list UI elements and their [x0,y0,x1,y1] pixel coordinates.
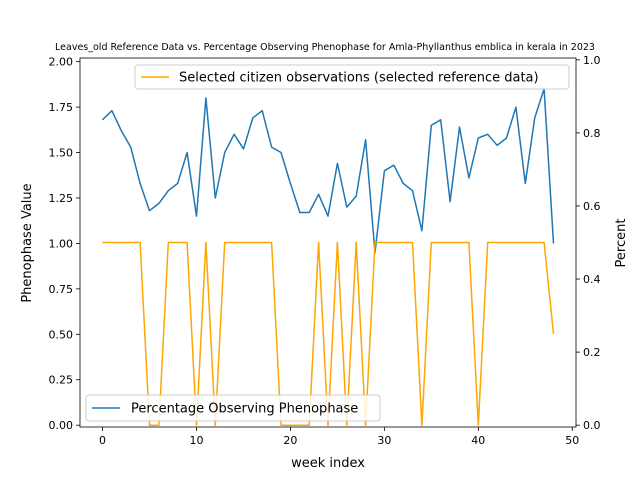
y-left-tick-label: 1.50 [49,147,74,160]
x-tick-label: 50 [565,434,579,447]
legend-label-percentage-observing: Percentage Observing Phenophase [131,402,358,417]
y-right-tick-label: 0.0 [583,419,601,432]
legend-label-selected-citizen: Selected citizen observations (selected … [179,71,539,86]
legend-box-top [134,64,570,90]
y-left-tick-label: 0.50 [49,328,74,341]
x-tick-label: 0 [99,434,106,447]
chart-title: Leaves_old Reference Data vs. Percentage… [55,42,595,53]
x-axis-label: week index [291,456,365,471]
y-left-tick-label: 2.00 [49,56,74,69]
x-tick-label: 20 [283,434,297,447]
y-right-tick-label: 0.4 [583,273,601,286]
legend-box-bottom [85,394,381,422]
plot-frame [79,57,577,428]
y-left-tick-label: 1.00 [49,237,74,250]
y-right-tick-label: 0.2 [583,346,601,359]
series-line-percentage-observing [101,88,555,254]
y-left-tick-label: 1.25 [49,192,74,205]
y-left-tick-label: 0.25 [49,374,74,387]
series-line-selected-citizen-observations [102,241,555,426]
y-left-tick-label: 1.75 [49,101,74,114]
x-tick-label: 30 [377,434,391,447]
y-left-axis-label: Phenophase Value [20,183,35,302]
y-right-axis-label: Percent [614,219,629,268]
y-right-tick-label: 0.8 [583,127,601,140]
y-right-tick-label: 1.0 [583,54,601,67]
y-left-tick-label: 0.00 [49,419,74,432]
y-left-tick-label: 0.75 [49,283,74,296]
x-tick-label: 40 [471,434,485,447]
y-right-tick-label: 0.6 [583,200,601,213]
x-tick-label: 10 [189,434,203,447]
